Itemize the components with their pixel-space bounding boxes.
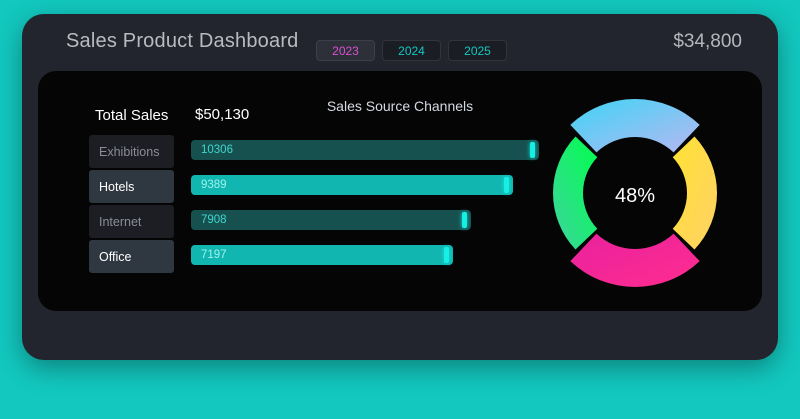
donut-chart-svg: [553, 99, 717, 287]
header-total-amount: $34,800: [673, 31, 742, 52]
sales-panel: Total Sales $50,130 Sales Source Channel…: [38, 71, 762, 311]
bar-value-label: 7908: [201, 214, 227, 226]
bar-row: Internet 7908: [89, 205, 539, 240]
year-tab-group: 2023 2024 2025: [316, 40, 507, 61]
bar-row: Office 7197: [89, 240, 539, 275]
year-tab-label: 2023: [332, 43, 359, 58]
bar-track: 7908: [191, 210, 539, 230]
bar-track: 9389: [191, 175, 539, 195]
channel-label-text: Office: [99, 249, 132, 264]
total-sales-value: $50,130: [195, 106, 250, 123]
bar-value-label: 9389: [201, 179, 227, 191]
year-tab-label: 2024: [398, 43, 425, 58]
page-title: Sales Product Dashboard: [66, 30, 299, 52]
bar-track: 7197: [191, 245, 539, 265]
year-tab-2024[interactable]: 2024: [382, 40, 441, 61]
bar-value-label: 10306: [201, 144, 233, 156]
bar-row: Hotels 9389: [89, 170, 539, 205]
bar-value-label: 7197: [201, 249, 227, 261]
channel-label-office[interactable]: Office: [89, 240, 174, 273]
channel-label-text: Hotels: [99, 179, 135, 194]
channel-label-hotels[interactable]: Hotels: [89, 170, 174, 203]
donut-chart: 48%: [510, 81, 760, 311]
year-tab-label: 2025: [464, 43, 491, 58]
dashboard-header: Sales Product Dashboard 2023 2024 2025 $34…: [22, 14, 778, 74]
year-tab-2025[interactable]: 2025: [448, 40, 507, 61]
bar-end-cap: [503, 177, 509, 193]
year-tab-2023[interactable]: 2023: [316, 40, 375, 61]
channel-label-text: Internet: [99, 214, 142, 229]
sales-channel-bar-chart: Exhibitions 10306 Hotels 9389 Internet 7908 Of…: [89, 135, 539, 275]
bar-fill[interactable]: 9389: [191, 175, 513, 195]
chart-heading: Sales Source Channels: [326, 98, 474, 114]
bar-end-cap: [462, 212, 468, 228]
bar-row: Exhibitions 10306: [89, 135, 539, 170]
bar-track: 10306: [191, 140, 539, 160]
channel-label-exhibitions[interactable]: Exhibitions: [89, 135, 174, 168]
bar-fill[interactable]: 7197: [191, 245, 453, 265]
donut-yellow-segment[interactable]: [672, 136, 717, 250]
bar-fill[interactable]: 10306: [191, 140, 539, 160]
bar-fill[interactable]: 7908: [191, 210, 472, 230]
channel-label-internet[interactable]: Internet: [89, 205, 174, 238]
bar-end-cap: [530, 142, 535, 158]
donut-magenta-segment[interactable]: [570, 233, 700, 287]
bar-end-cap: [443, 247, 449, 263]
channel-label-text: Exhibitions: [99, 144, 160, 159]
donut-cyan-segment[interactable]: [570, 99, 700, 153]
donut-green-segment[interactable]: [553, 136, 598, 250]
total-sales-label: Total Sales: [95, 107, 169, 124]
dashboard-card: Sales Product Dashboard 2023 2024 2025 $34…: [22, 14, 778, 360]
